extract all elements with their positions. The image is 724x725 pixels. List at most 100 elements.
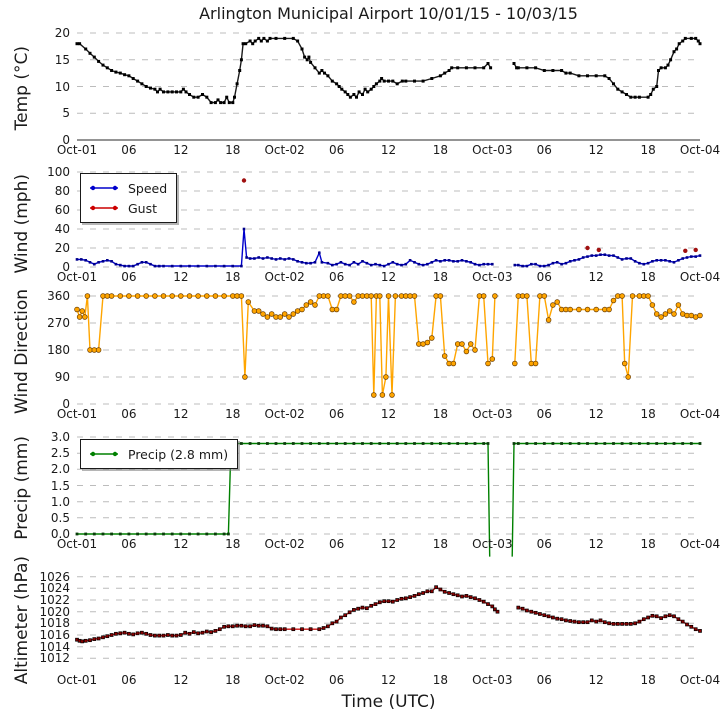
wdir-xtick-label: 18 [640,407,656,421]
alt-xtick-label: Oct-02 [264,673,305,687]
gust-legend-label: Gust [128,200,158,216]
alt-xtick-label: 12 [380,673,397,687]
legend-entry-precip: Precip (2.8 mm) [87,444,228,464]
temp-xtick-label: Oct-02 [264,143,305,157]
wdir-xtick-label: 12 [173,407,189,421]
wdir-xtick-label: Oct-03 [472,407,513,421]
wind-ytick-label: 0 [62,260,70,274]
temp-xtick-label: 06 [328,143,345,157]
x-axis-title: Time (UTC) [341,692,436,712]
temp-xtick-label: 12 [588,143,604,157]
alt-xtick-label: 18 [225,673,241,687]
wdir-xtick-label: Oct-01 [56,407,98,421]
wind-ytick-label: 20 [54,241,70,255]
wdir-ytick-label: 90 [54,370,70,384]
wind-dir-plot-canvas [74,293,703,405]
temp-ytick-label: 10 [54,79,70,94]
alt-xtick-label: 12 [173,673,189,687]
precip-ytick-label: 0.0 [50,527,70,541]
precip-legend-label: Precip (2.8 mm) [128,446,229,462]
wind-xtick-label: 12 [173,270,189,284]
temp-xtick-label: Oct-03 [472,143,513,157]
wind-ytick-label: 60 [54,203,70,217]
wind-xtick-label: 12 [588,270,604,284]
precip-xtick-label: 12 [588,537,604,551]
speed-line-icon [90,185,118,191]
precip-xtick-label: 12 [173,537,189,551]
legend-entry-speed: Speed [87,178,167,198]
wdir-ytick-label: 180 [47,343,70,357]
wdir-xtick-label: 06 [328,407,345,421]
temp-ytick-label: 5 [62,106,70,121]
precip-xtick-label: 06 [121,537,137,551]
temp-xtick-label: 18 [432,143,449,157]
precip-xtick-label: 18 [432,537,449,551]
wdir-xtick-label: 18 [432,407,449,421]
wind-xtick-label: 06 [536,270,552,284]
wdir-xtick-label: 12 [380,407,397,421]
wdir-xtick-label: Oct-04 [679,407,721,421]
alt-xtick-label: 12 [588,673,604,687]
precip-ytick-label: 2.5 [50,446,70,461]
precip-xtick-label: 12 [380,537,397,551]
wdir-xtick-label: 06 [121,407,137,421]
wind-xtick-label: 18 [432,270,449,284]
temp-xtick-label: Oct-04 [679,143,721,157]
precip-ytick-label: 2.0 [50,462,70,477]
precip-xtick-label: Oct-02 [264,537,305,551]
precip-xtick-label: 06 [536,537,552,551]
alt-ytick-label: 1024 [39,581,70,596]
wind-xtick-label: Oct-02 [264,270,305,284]
wdir-ytick-label: 270 [47,316,70,330]
precip-ytick-label: 0.5 [50,510,70,525]
wind-xtick-label: Oct-01 [56,270,98,284]
wind-ytick-label: 100 [47,165,70,179]
wind-xtick-label: 18 [225,270,241,284]
wdir-xtick-label: 12 [588,407,604,421]
temp-ytick-label: 15 [54,52,70,67]
speed-legend-label: Speed [128,180,168,196]
wind-xtick-label: 06 [121,270,137,284]
alt-ytick-label: 1014 [39,639,70,654]
wind-ytick-label: 40 [54,222,70,236]
temp-xtick-label: Oct-01 [56,143,98,157]
wind-plot-canvas [75,171,702,268]
alt-xtick-label: 06 [328,673,345,687]
temp-ytick-label: 20 [54,26,70,40]
gust-line-icon [90,205,118,211]
precip-xtick-label: Oct-03 [472,537,513,551]
alt-xtick-label: 06 [536,673,552,687]
precip-xtick-label: 06 [328,537,345,551]
alt-xtick-label: 06 [121,673,137,687]
alt-xtick-label: 18 [432,673,449,687]
wind-xtick-label: 06 [328,270,345,284]
alt-xtick-label: Oct-01 [56,673,98,687]
temp-xtick-label: 12 [380,143,397,157]
temp-xtick-label: 12 [173,143,189,157]
precip-xtick-label: 18 [640,537,656,551]
alt-ytick-label: 1022 [39,593,70,607]
alt-xtick-label: 18 [640,673,656,687]
temp-xtick-label: 06 [121,143,137,157]
wind-xtick-label: Oct-03 [472,270,513,284]
temp-plot-canvas [75,32,702,141]
alt-ytick-label: 1018 [39,616,70,631]
alt-ytick-label: 1012 [39,651,70,666]
wdir-ytick-label: 360 [47,289,70,303]
alt-xtick-label: Oct-03 [472,673,513,687]
chart-title: Arlington Municipal Airport 10/01/15 - 1… [199,4,578,23]
wind-xtick-label: Oct-04 [679,270,721,284]
precip-xtick-label: 18 [225,537,241,551]
temp-xtick-label: 18 [225,143,241,157]
alt-ytick-label: 1020 [39,604,70,619]
precip-xtick-label: Oct-04 [679,537,721,551]
alt-xtick-label: Oct-04 [679,673,721,687]
temp-xtick-label: 06 [536,143,552,157]
temp-ytick-label: 0 [62,133,70,147]
wind-xtick-label: 12 [380,270,397,284]
precip-ytick-label: 1.0 [50,494,70,509]
legend-entry-gust: Gust [87,198,167,218]
temp-xtick-label: 18 [640,143,656,157]
wind-ytick-label: 80 [54,184,70,198]
